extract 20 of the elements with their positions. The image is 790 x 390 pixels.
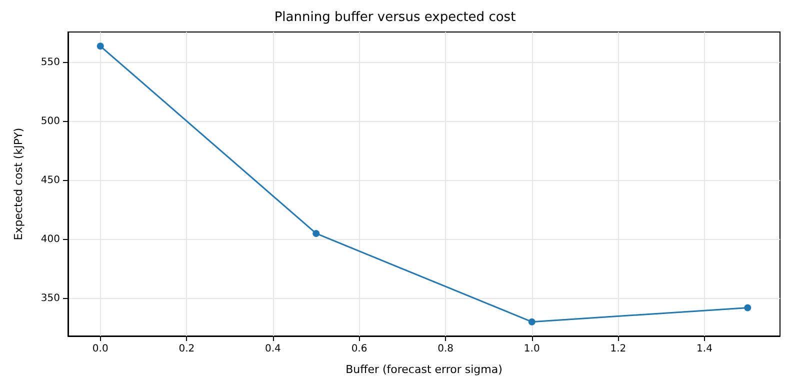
x-tick-label: 1.4 (696, 344, 712, 354)
x-tick-label: 0.4 (265, 344, 281, 354)
x-axis-title: Buffer (forecast error sigma) (346, 363, 502, 376)
y-tick-label: 450 (40, 174, 60, 186)
point (96, 42, 104, 50)
y-tick-label: 350 (40, 292, 60, 304)
x-tick-label: 0.8 (438, 344, 454, 354)
x-tick-label: 0.6 (351, 344, 368, 354)
point (744, 304, 752, 312)
x-tick-label: 1.0 (524, 344, 540, 354)
point (528, 318, 536, 326)
point (312, 230, 320, 237)
y-tick-label: 550 (40, 57, 60, 68)
y-axis-title: Expected cost (kJPY) (12, 128, 25, 240)
x-tick-label: 0.0 (92, 344, 108, 354)
y-tick-label: 400 (40, 234, 60, 245)
y-tick-label: 500 (40, 116, 60, 128)
chart-title: Planning buffer versus expected cost (274, 10, 516, 25)
x-tick-label: 0.2 (178, 344, 195, 354)
x-tick-label: 1.2 (610, 344, 626, 354)
